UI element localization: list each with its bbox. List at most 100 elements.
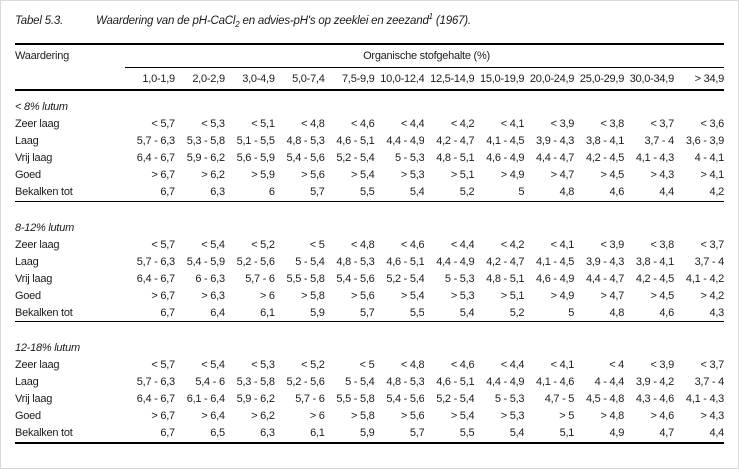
- row-label: Laag: [15, 255, 39, 268]
- value-cell: < 5,2: [251, 238, 275, 251]
- value-cell: < 3,9: [550, 118, 575, 131]
- value-cell: 3,9 - 4,3: [585, 255, 625, 268]
- table-title: Waardering van de pH-CaCl2 en advies-pH'…: [96, 12, 471, 30]
- empty-corner: [15, 67, 125, 92]
- value-cell: 6,7: [125, 424, 175, 444]
- value-cell: 5,3 - 5,8: [236, 376, 275, 389]
- value-cell: 4,4: [624, 183, 674, 202]
- row-label: Bekalken tot: [15, 183, 125, 202]
- value-cell: > 6,3: [201, 289, 225, 302]
- row-label: Laag: [15, 135, 39, 148]
- value-cell: 5,1 - 5,5: [236, 135, 275, 148]
- value-cell: 5,5: [374, 304, 425, 323]
- value-cell: < 5: [309, 238, 325, 251]
- value-cell: 3,9 - 4,3: [536, 135, 575, 148]
- value-cell: 4,2 - 4,5: [635, 272, 674, 285]
- value-cell: 5,2: [424, 183, 475, 202]
- column-header: 20,0-24,9: [524, 67, 575, 92]
- value-cell: > 4,7: [550, 169, 575, 182]
- row-label: Vrij laag: [15, 272, 53, 285]
- row-label: Bekalken tot: [15, 304, 125, 323]
- ph-waardering-table: Waardering Organische stofgehalte (%) 1,…: [15, 43, 724, 444]
- table-row: Zeer laag < 5,7 < 5,4 < 5,3 < 5,2 < 5 < 4,8 < 4…: [15, 357, 724, 374]
- value-cell: > 4,9: [500, 169, 525, 182]
- value-cell: 4,1 - 4,5: [536, 255, 575, 268]
- value-cell: 3,7 - 4: [644, 135, 674, 148]
- row-label: Zeer laag: [15, 359, 60, 372]
- value-cell: 6,1: [224, 304, 275, 323]
- value-cell: > 5: [559, 410, 575, 423]
- table-row: Zeer laag < 5,7 < 5,3 < 5,1 < 4,8 < 4,6 < 4,4 <…: [15, 116, 724, 133]
- value-cell: < 5,3: [251, 359, 275, 372]
- value-cell: < 5,3: [201, 118, 225, 131]
- value-cell: 4,6: [574, 183, 625, 202]
- value-cell: > 4,7: [600, 289, 625, 302]
- table-row: Vrij laag 6,4 - 6,7 6 - 6,3 5,7 - 6 5,5 - 5,…: [15, 270, 724, 287]
- row-label: Zeer laag: [15, 118, 60, 131]
- value-cell: 5,2 - 5,6: [286, 376, 325, 389]
- value-cell: 5,2: [474, 304, 525, 323]
- value-cell: 5,9: [324, 424, 375, 444]
- value-cell: 5,2 - 5,6: [236, 255, 275, 268]
- value-cell: 4,2 - 4,5: [585, 152, 625, 165]
- table-row: Laag 5,7 - 6,3 5,4 - 6 5,3 - 5,8 5,2 - 5,6 5 …: [15, 374, 724, 391]
- section-title: < 8% lutum: [15, 101, 68, 114]
- value-cell: 4,4 - 4,9: [436, 255, 475, 268]
- value-cell: 4 - 4,4: [594, 376, 625, 389]
- value-cell: 3,8 - 4,1: [635, 255, 674, 268]
- value-cell: 4,8 - 5,3: [386, 376, 425, 389]
- table-row: Vrij laag 6,4 - 6,7 5,9 - 6,2 5,6 - 5,9 5,4 …: [15, 150, 724, 167]
- value-cell: < 5,7: [151, 118, 175, 131]
- value-cell: 5 - 5,4: [295, 255, 325, 268]
- value-cell: 4,6 - 5,1: [436, 376, 475, 389]
- value-cell: 5,5 - 5,8: [336, 393, 375, 406]
- value-cell: < 5,4: [201, 359, 225, 372]
- value-cell: < 4,4: [500, 359, 525, 372]
- value-cell: < 3,7: [700, 238, 724, 251]
- value-cell: 4,8 - 5,1: [486, 272, 525, 285]
- value-cell: 4,6 - 5,1: [386, 255, 425, 268]
- value-cell: 4 - 4,1: [694, 152, 724, 165]
- value-cell: > 5,6: [301, 169, 325, 182]
- value-cell: 5: [524, 304, 575, 323]
- group-header: Organische stofgehalte (%): [125, 43, 724, 69]
- value-cell: 5 - 5,3: [395, 152, 425, 165]
- value-cell: < 3,9: [600, 238, 625, 251]
- value-cell: 6 - 6,3: [195, 272, 225, 285]
- column-header: 1,0-1,9: [125, 67, 175, 92]
- value-cell: 5,4 - 5,6: [286, 152, 325, 165]
- value-cell: 5,2 - 5,4: [336, 152, 375, 165]
- value-cell: 5,2 - 5,4: [386, 272, 425, 285]
- value-cell: 4,2 - 4,7: [436, 135, 475, 148]
- value-cell: 4,1 - 4,6: [536, 376, 575, 389]
- value-cell: 5,7: [374, 424, 425, 444]
- value-cell: < 5,1: [251, 118, 275, 131]
- row-label: Laag: [15, 376, 39, 389]
- corner-header: Waardering: [15, 43, 125, 68]
- value-cell: 5,7: [324, 304, 375, 323]
- value-cell: 4,8 - 5,1: [436, 152, 475, 165]
- value-cell: 5,6 - 5,9: [236, 152, 275, 165]
- value-cell: 4,1 - 4,5: [486, 135, 525, 148]
- value-cell: 6,4 - 6,7: [136, 272, 175, 285]
- value-cell: 4,2 - 4,7: [486, 255, 525, 268]
- value-cell: 6,7: [125, 304, 175, 323]
- value-cell: < 4,8: [400, 359, 425, 372]
- value-cell: 5 - 5,3: [444, 272, 475, 285]
- value-cell: > 6,7: [151, 289, 175, 302]
- value-cell: 4,7 - 5: [544, 393, 575, 406]
- row-label: Zeer laag: [15, 238, 60, 251]
- value-cell: 3,7 - 4: [694, 255, 724, 268]
- value-cell: > 6,4: [201, 410, 225, 423]
- value-cell: < 4,4: [450, 238, 475, 251]
- value-cell: 5,5 - 5,8: [286, 272, 325, 285]
- row-label: Vrij laag: [15, 393, 53, 406]
- value-cell: < 3,8: [650, 238, 674, 251]
- value-cell: 5,5: [424, 424, 475, 444]
- value-cell: > 4,3: [650, 169, 674, 182]
- value-cell: > 6,2: [251, 410, 275, 423]
- value-cell: 5,7 - 6: [295, 393, 325, 406]
- value-cell: 4,7: [624, 424, 674, 444]
- value-cell: > 5,6: [400, 410, 425, 423]
